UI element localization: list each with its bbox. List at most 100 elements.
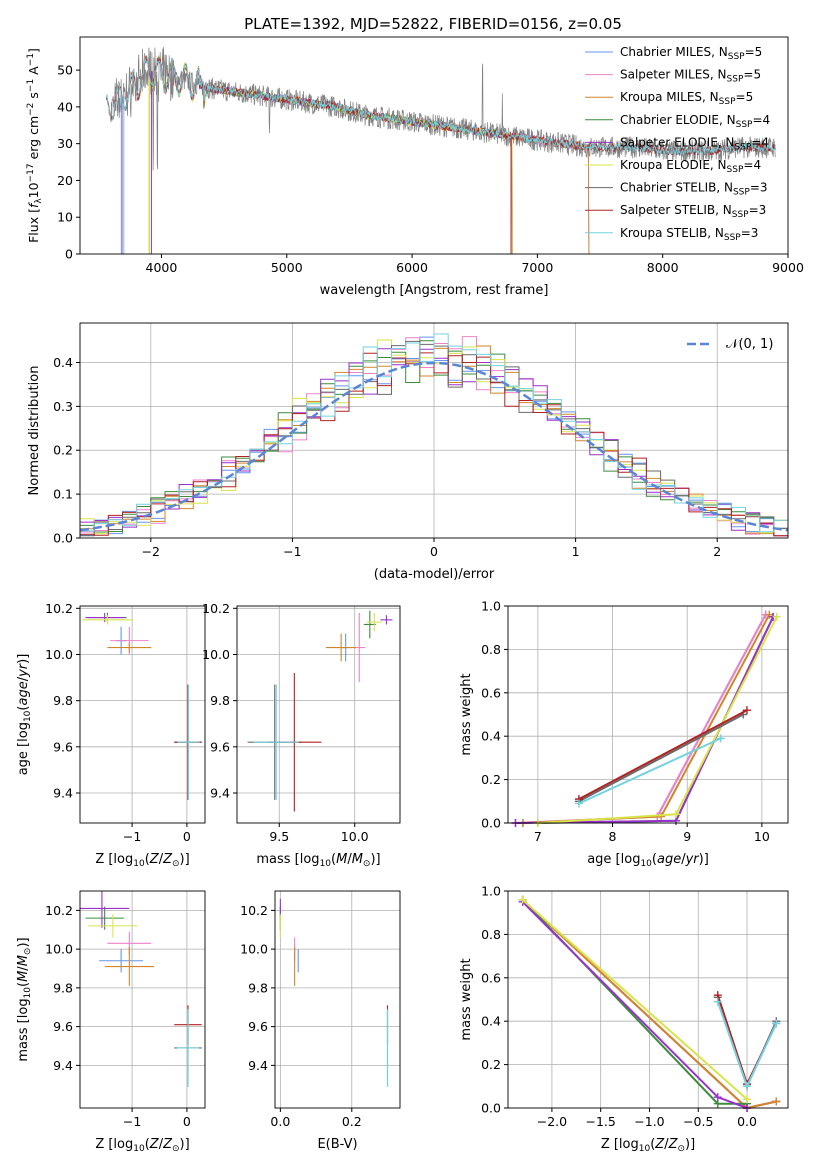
x-tick-label: −1 <box>123 829 141 844</box>
label-part: 10 <box>26 182 41 198</box>
label-part: M <box>16 955 31 966</box>
x-tick-label: 8 <box>609 829 617 844</box>
axes-frame <box>507 890 789 1109</box>
label-part: / <box>681 852 686 867</box>
label-part: 10 <box>133 1144 145 1154</box>
y-axis-label: mass weight <box>459 673 474 755</box>
x-axis-label: mass [log10(M/M⊙)] <box>256 852 380 869</box>
x-tick-label: 4000 <box>146 260 178 275</box>
y-tick-label: 0.2 <box>481 772 501 787</box>
x-tick-label: 0 <box>183 829 191 844</box>
label-part: A <box>26 66 41 79</box>
weight-marker-salpeter_stelib <box>742 706 751 715</box>
axes-frame <box>236 605 401 824</box>
weight-marker-kroupa_elodie <box>772 612 781 621</box>
label-part: Z <box>162 852 173 867</box>
label-part: Z [log <box>95 1137 133 1152</box>
x-tick-label: 10.0 <box>341 829 369 844</box>
y-tick-label: 0.4 <box>481 729 501 744</box>
weight-marker-kroupa_elodie <box>743 1095 752 1104</box>
weight-line-salpeter_stelib <box>578 709 748 800</box>
y-tick-label: 10.2 <box>45 601 73 616</box>
label-part: SSP <box>732 210 749 220</box>
y-tick-label: 10.0 <box>45 647 73 662</box>
label-part: s <box>26 92 41 103</box>
model-spectrum-kroupa_miles <box>105 55 590 254</box>
label-part: =4 <box>751 135 769 149</box>
x-tick-label: −2.0 <box>537 1114 567 1129</box>
label-part: age [log <box>587 852 640 867</box>
label-part: −17 <box>26 163 36 182</box>
label-part: Flux [ <box>26 208 41 243</box>
label-part: f <box>26 202 41 208</box>
weight-marker-kroupa_stelib <box>743 1082 752 1091</box>
label-part: =3 <box>749 203 767 217</box>
y-tick-label: 9.6 <box>210 739 230 754</box>
y-tick-label: 9.4 <box>210 785 230 800</box>
label-part: Salpeter ELODIE, N <box>620 135 734 149</box>
label-part: ( <box>16 982 31 987</box>
label-part: )] <box>685 1137 695 1152</box>
legend-label: Kroupa MILES, NSSP=5 <box>620 90 753 107</box>
x-tick-label: 9 <box>683 829 691 844</box>
y-tick-label: 9.6 <box>53 739 73 754</box>
y-tick-label: 10 <box>57 210 73 225</box>
label-part: mass [log <box>256 852 319 867</box>
weight-marker-kroupa_stelib <box>713 997 722 1006</box>
label-part: 10 <box>133 859 145 869</box>
label-part: 10 <box>320 859 332 869</box>
y-tick-label: 0.2 <box>53 443 73 458</box>
x-tick-label: 7 <box>534 829 542 844</box>
label-part: SSP <box>727 75 744 85</box>
weight-marker-salpeter_elodie <box>713 1093 722 1102</box>
label-part: Z <box>149 1137 160 1152</box>
legend-label: Kroupa ELODIE, NSSP=4 <box>620 158 761 175</box>
label-part: ⊙ <box>172 859 180 869</box>
label-part: Z <box>668 1137 679 1152</box>
label-part: =5 <box>736 90 754 104</box>
axes-frame <box>79 605 206 824</box>
x-tick-label: −1 <box>123 1114 141 1129</box>
label-part: ( <box>331 852 336 867</box>
x-tick-label: −1.0 <box>634 1114 664 1129</box>
label-part: )] <box>16 654 31 664</box>
x-tick-label: 9.5 <box>269 829 289 844</box>
y-tick-label: 0.4 <box>481 1014 501 1029</box>
label-part: ⊙ <box>23 948 33 956</box>
axes-frame <box>274 890 401 1109</box>
label-part: =5 <box>743 68 761 82</box>
y-axis-label: mass [log10(M/M⊙)] <box>16 937 33 1061</box>
weight-line-kroupa_elodie <box>537 616 778 824</box>
y-tick-label: 9.8 <box>53 980 73 995</box>
x-tick-label: 0.0 <box>270 1114 290 1129</box>
y-tick-label: 20 <box>57 173 73 188</box>
label-part: Z <box>654 1137 665 1152</box>
age-vs-Z-panel: −1 09.49.69.810.010.2Z [log10(Z/Z⊙)]age [… <box>16 601 206 869</box>
label-part: M <box>16 971 31 982</box>
label-part: SSP <box>736 120 753 130</box>
y-tick-label: 10.2 <box>202 601 230 616</box>
label-part: ( <box>650 1137 655 1152</box>
y-tick-label: 1.0 <box>481 599 501 614</box>
weight-line-kroupa_stelib <box>578 737 722 805</box>
label-part: −1 <box>26 79 36 92</box>
x-axis-label: age [log10(age/yr)] <box>587 852 709 869</box>
label-part: / <box>159 1137 164 1152</box>
y-tick-label: 9.6 <box>53 1019 73 1034</box>
model-spectrum-kroupa_stelib <box>105 57 776 157</box>
label-part: −1 <box>26 53 36 66</box>
x-tick-label: 0 <box>183 1114 191 1129</box>
y-tick-label: 9.8 <box>248 980 268 995</box>
histogram-kroupa_stelib <box>80 333 788 537</box>
y-tick-label: 10.0 <box>202 647 230 662</box>
label-part: Z [log <box>95 852 133 867</box>
label-part: Kroupa ELODIE, N <box>620 158 727 172</box>
label-part: SSP <box>733 188 750 198</box>
label-part: Salpeter MILES, N <box>620 68 727 82</box>
y-tick-label: 9.8 <box>210 693 230 708</box>
label-part: SSP <box>727 165 744 175</box>
weight-marker-kroupa_elodie <box>672 810 680 819</box>
label-part: yr <box>685 852 701 867</box>
y-axis-label: Flux [fλ10−17 erg cm−2 s−1 A−1] <box>26 48 44 243</box>
